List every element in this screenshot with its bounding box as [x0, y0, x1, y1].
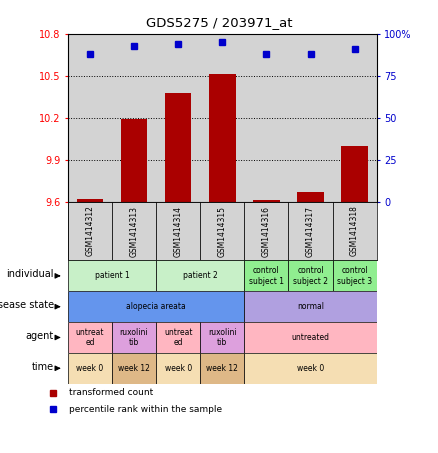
Text: GSM1414316: GSM1414316: [262, 206, 271, 256]
Bar: [200, 353, 244, 384]
Bar: [332, 260, 377, 291]
Text: week 0: week 0: [76, 364, 103, 373]
Bar: [68, 202, 112, 260]
Bar: [289, 202, 332, 260]
Bar: [244, 322, 377, 353]
Bar: [200, 322, 244, 353]
Bar: [297, 192, 324, 202]
Text: control
subject 2: control subject 2: [293, 266, 328, 285]
Text: disease state: disease state: [0, 300, 54, 310]
Text: week 12: week 12: [206, 364, 238, 373]
Text: transformed count: transformed count: [69, 388, 153, 397]
Text: untreat
ed: untreat ed: [76, 328, 104, 347]
Text: normal: normal: [297, 302, 324, 311]
Text: GSM1414314: GSM1414314: [174, 206, 183, 256]
Text: patient 1: patient 1: [95, 271, 129, 280]
Text: GSM1414315: GSM1414315: [218, 206, 227, 256]
Text: untreat
ed: untreat ed: [164, 328, 192, 347]
Bar: [156, 353, 200, 384]
Bar: [244, 353, 377, 384]
Bar: [68, 260, 156, 291]
Text: patient 2: patient 2: [183, 271, 218, 280]
Bar: [165, 92, 191, 202]
Bar: [156, 260, 244, 291]
Bar: [68, 322, 112, 353]
Text: week 12: week 12: [118, 364, 150, 373]
Bar: [341, 146, 368, 202]
Bar: [156, 322, 200, 353]
Bar: [253, 200, 279, 202]
Text: ruxolini
tib: ruxolini tib: [120, 328, 148, 347]
Bar: [244, 260, 289, 291]
Text: untreated: untreated: [292, 333, 329, 342]
Bar: [68, 353, 112, 384]
Bar: [112, 353, 156, 384]
Text: week 0: week 0: [297, 364, 324, 373]
Bar: [112, 322, 156, 353]
Text: agent: agent: [26, 331, 54, 341]
Text: week 0: week 0: [165, 364, 192, 373]
Bar: [68, 291, 244, 322]
Text: percentile rank within the sample: percentile rank within the sample: [69, 405, 222, 414]
Bar: [112, 202, 156, 260]
Bar: [244, 291, 377, 322]
Text: control
subject 3: control subject 3: [337, 266, 372, 285]
Bar: [209, 74, 236, 202]
Text: time: time: [32, 362, 54, 372]
Bar: [244, 202, 289, 260]
Text: GDS5275 / 203971_at: GDS5275 / 203971_at: [146, 16, 292, 29]
Text: GSM1414313: GSM1414313: [130, 206, 138, 256]
Text: GSM1414318: GSM1414318: [350, 206, 359, 256]
Text: control
subject 1: control subject 1: [249, 266, 284, 285]
Text: GSM1414312: GSM1414312: [85, 206, 95, 256]
Bar: [200, 202, 244, 260]
Bar: [156, 202, 200, 260]
Text: alopecia areata: alopecia areata: [126, 302, 186, 311]
Text: ruxolini
tib: ruxolini tib: [208, 328, 237, 347]
Text: GSM1414317: GSM1414317: [306, 206, 315, 256]
Text: individual: individual: [7, 270, 54, 280]
Bar: [121, 119, 147, 202]
Bar: [289, 260, 332, 291]
Bar: [77, 199, 103, 202]
Bar: [332, 202, 377, 260]
